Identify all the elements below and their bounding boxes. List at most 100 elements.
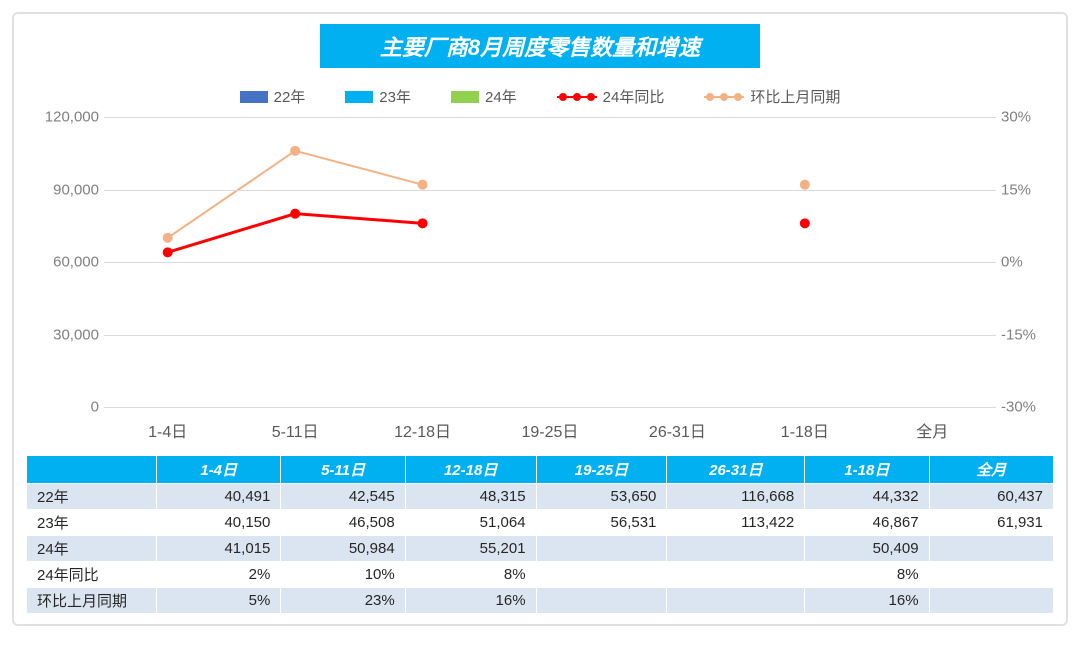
legend-item-s22: 22年 bbox=[240, 86, 306, 107]
table-header-cell: 26-31日 bbox=[667, 456, 805, 484]
table-cell: 51,064 bbox=[405, 510, 536, 536]
y-axis-right: -30%-15%0%15%30% bbox=[1001, 117, 1046, 407]
table-cell: 61,931 bbox=[929, 510, 1053, 536]
table-cell: 42,545 bbox=[281, 484, 405, 510]
table-row: 24年同比2%10%8%8% bbox=[27, 562, 1054, 588]
table-row-header: 22年 bbox=[27, 484, 157, 510]
table-row-header: 24年同比 bbox=[27, 562, 157, 588]
series-marker-yoy bbox=[290, 209, 300, 219]
table-header-cell: 5-11日 bbox=[281, 456, 405, 484]
table-row-header: 23年 bbox=[27, 510, 157, 536]
y-left-tick: 30,000 bbox=[34, 326, 99, 343]
table-cell bbox=[536, 536, 667, 562]
chart-area: 030,00060,00090,000120,000 -30%-15%0%15%… bbox=[34, 117, 1046, 447]
grid-line bbox=[104, 335, 996, 336]
grid-line bbox=[104, 190, 996, 191]
table-cell bbox=[667, 536, 805, 562]
table-cell bbox=[667, 562, 805, 588]
legend-line-swatch bbox=[557, 91, 597, 103]
table-header-cell: 19-25日 bbox=[536, 456, 667, 484]
table-cell: 50,409 bbox=[805, 536, 929, 562]
x-label: 12-18日 bbox=[359, 412, 486, 447]
x-axis: 1-4日5-11日12-18日19-25日26-31日1-18日全月 bbox=[104, 412, 996, 447]
table-cell: 113,422 bbox=[667, 510, 805, 536]
table-header-cell bbox=[27, 456, 157, 484]
series-marker-mom bbox=[418, 180, 428, 190]
table-cell: 8% bbox=[405, 562, 536, 588]
grid-line bbox=[104, 407, 996, 408]
legend: 22年 23年 24年 24年同比 环比上月同期 bbox=[14, 68, 1066, 117]
legend-swatch bbox=[240, 91, 268, 103]
series-marker-mom bbox=[163, 233, 173, 243]
series-line-yoy bbox=[168, 214, 423, 253]
x-label: 1-18日 bbox=[741, 412, 868, 447]
table-cell: 10% bbox=[281, 562, 405, 588]
table-cell: 2% bbox=[157, 562, 281, 588]
y-left-tick: 60,000 bbox=[34, 254, 99, 271]
grid-line bbox=[104, 117, 996, 118]
table-row-header: 24年 bbox=[27, 536, 157, 562]
series-marker-mom bbox=[290, 146, 300, 156]
legend-label: 环比上月同期 bbox=[750, 86, 840, 107]
series-marker-yoy bbox=[418, 218, 428, 228]
table-cell: 41,015 bbox=[157, 536, 281, 562]
table-row: 24年41,01550,98455,201 50,409 bbox=[27, 536, 1054, 562]
table-cell: 23% bbox=[281, 588, 405, 614]
x-label: 1-4日 bbox=[104, 412, 231, 447]
table-cell bbox=[929, 536, 1053, 562]
table-row: 环比上月同期5%23%16%16% bbox=[27, 588, 1054, 614]
table-cell bbox=[667, 588, 805, 614]
chart-container: 主要厂商8月周度零售数量和增速 22年23年24年24年同比环比上月同期 030… bbox=[12, 12, 1068, 626]
table-cell: 55,201 bbox=[405, 536, 536, 562]
table-header-row: 1-4日5-11日12-18日19-25日26-31日1-18日全月 bbox=[27, 456, 1054, 484]
legend-item-s23: 23年 bbox=[345, 86, 411, 107]
table-header-cell: 全月 bbox=[929, 456, 1053, 484]
legend-item-s24: 24年 bbox=[451, 86, 517, 107]
table-cell: 48,315 bbox=[405, 484, 536, 510]
series-line-mom bbox=[168, 151, 423, 238]
legend-swatch bbox=[451, 91, 479, 103]
table-cell: 116,668 bbox=[667, 484, 805, 510]
plot bbox=[104, 117, 996, 407]
table-cell: 16% bbox=[405, 588, 536, 614]
y-left-tick: 120,000 bbox=[34, 109, 99, 126]
grid-line bbox=[104, 262, 996, 263]
table-cell: 46,508 bbox=[281, 510, 405, 536]
legend-label: 23年 bbox=[379, 86, 411, 107]
y-left-tick: 90,000 bbox=[34, 181, 99, 198]
y-right-tick: 30% bbox=[1001, 109, 1046, 126]
legend-item-yoy: 24年同比 bbox=[557, 86, 665, 107]
table-cell: 16% bbox=[805, 588, 929, 614]
legend-label: 22年 bbox=[274, 86, 306, 107]
table-cell bbox=[536, 588, 667, 614]
x-label: 5-11日 bbox=[231, 412, 358, 447]
table-row: 23年40,15046,50851,06456,531113,42246,867… bbox=[27, 510, 1054, 536]
x-label: 19-25日 bbox=[486, 412, 613, 447]
data-table: 1-4日5-11日12-18日19-25日26-31日1-18日全月 22年40… bbox=[26, 455, 1054, 614]
legend-item-mom: 环比上月同期 bbox=[704, 86, 840, 107]
y-right-tick: -15% bbox=[1001, 326, 1046, 343]
x-label: 全月 bbox=[869, 412, 996, 447]
y-left-tick: 0 bbox=[34, 399, 99, 416]
table-cell: 40,150 bbox=[157, 510, 281, 536]
table-cell: 44,332 bbox=[805, 484, 929, 510]
table-cell: 5% bbox=[157, 588, 281, 614]
y-axis-left: 030,00060,00090,000120,000 bbox=[34, 117, 99, 407]
table-header-cell: 1-18日 bbox=[805, 456, 929, 484]
table-cell bbox=[536, 562, 667, 588]
series-marker-yoy bbox=[800, 218, 810, 228]
x-label: 26-31日 bbox=[614, 412, 741, 447]
table-cell bbox=[929, 588, 1053, 614]
legend-line-swatch bbox=[704, 91, 744, 103]
y-right-tick: 15% bbox=[1001, 181, 1046, 198]
table-body: 22年40,49142,54548,31553,650116,66844,332… bbox=[27, 484, 1054, 614]
table-header-cell: 1-4日 bbox=[157, 456, 281, 484]
table-row: 22年40,49142,54548,31553,650116,66844,332… bbox=[27, 484, 1054, 510]
y-right-tick: -30% bbox=[1001, 399, 1046, 416]
table-row-header: 环比上月同期 bbox=[27, 588, 157, 614]
y-right-tick: 0% bbox=[1001, 254, 1046, 271]
table-header-cell: 12-18日 bbox=[405, 456, 536, 484]
legend-label: 24年同比 bbox=[603, 86, 665, 107]
table-cell: 50,984 bbox=[281, 536, 405, 562]
legend-label: 24年 bbox=[485, 86, 517, 107]
